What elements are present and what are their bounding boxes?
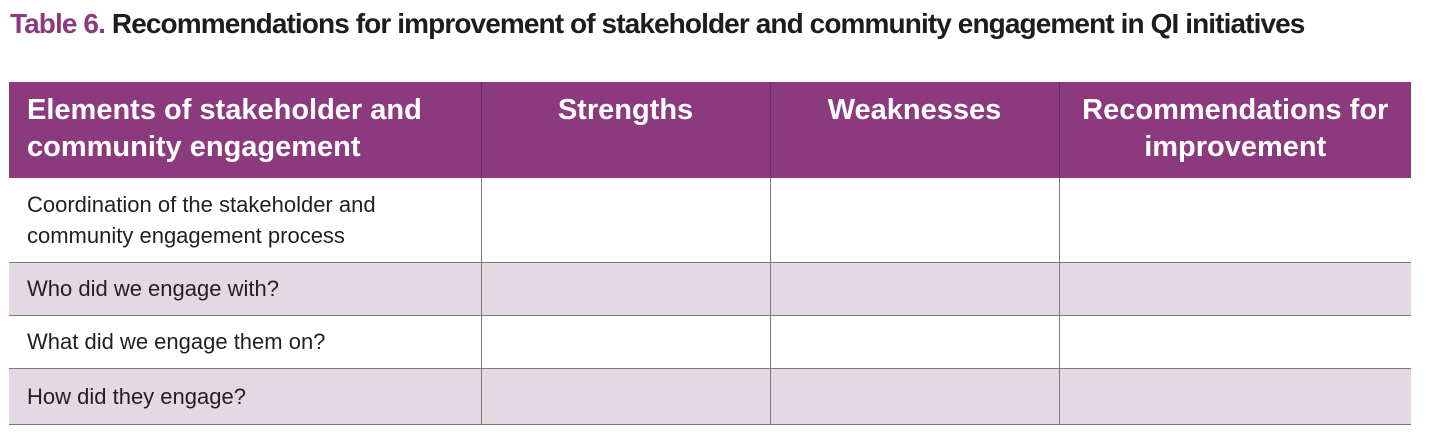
element-cell: What did we engage them on? bbox=[9, 315, 481, 369]
weaknesses-cell[interactable] bbox=[769, 178, 1059, 263]
header-weaknesses: Weaknesses bbox=[769, 82, 1059, 178]
recommendations-cell[interactable] bbox=[1058, 262, 1411, 316]
strengths-cell[interactable] bbox=[480, 368, 770, 425]
table-number-label: Table 6. bbox=[10, 8, 106, 39]
table-body: Coordination of the stakeholder and comm… bbox=[9, 178, 1411, 425]
weaknesses-cell[interactable] bbox=[769, 368, 1059, 425]
element-cell: How did they engage? bbox=[9, 368, 481, 425]
element-cell: Coordination of the stakeholder and comm… bbox=[9, 178, 481, 263]
weaknesses-cell[interactable] bbox=[769, 315, 1059, 369]
strengths-cell[interactable] bbox=[480, 262, 770, 316]
table-title: Recommendations for improvement of stake… bbox=[111, 8, 1305, 39]
recommendations-cell[interactable] bbox=[1058, 315, 1411, 369]
recommendations-cell[interactable] bbox=[1058, 368, 1411, 425]
header-row: Elements of stakeholder and community en… bbox=[9, 82, 1411, 178]
weaknesses-cell[interactable] bbox=[769, 262, 1059, 316]
header-strengths: Strengths bbox=[480, 82, 770, 178]
table-row: How did they engage? bbox=[9, 368, 1411, 425]
strengths-cell[interactable] bbox=[480, 178, 770, 263]
table-row: What did we engage them on? bbox=[9, 315, 1411, 369]
strengths-cell[interactable] bbox=[480, 315, 770, 369]
engagement-recommendations-table: Elements of stakeholder and community en… bbox=[9, 82, 1411, 425]
table-row: Who did we engage with? bbox=[9, 262, 1411, 316]
element-cell: Who did we engage with? bbox=[9, 262, 481, 316]
table-header: Elements of stakeholder and community en… bbox=[9, 82, 1411, 178]
header-elements: Elements of stakeholder and community en… bbox=[9, 82, 481, 178]
recommendations-cell[interactable] bbox=[1058, 178, 1411, 263]
table-row: Coordination of the stakeholder and comm… bbox=[9, 178, 1411, 263]
header-recommendations: Recommendations for improvement bbox=[1058, 82, 1411, 178]
table-caption: Table 6. Recommendations for improvement… bbox=[10, 6, 1305, 42]
